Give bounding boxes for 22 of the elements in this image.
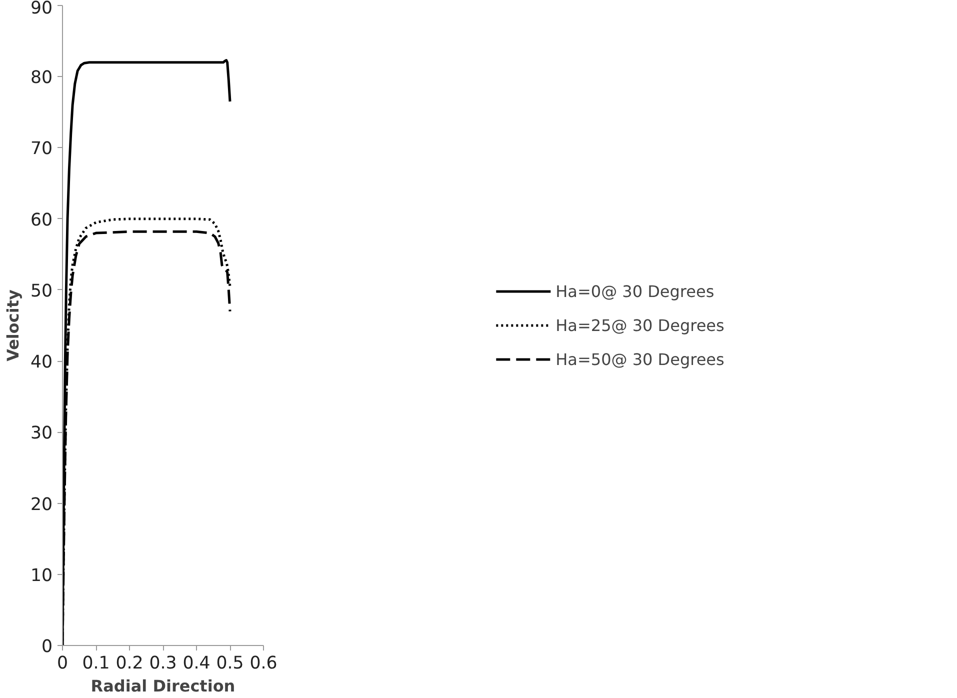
legend-label: Ha=25@ 30 Degrees [556, 316, 724, 334]
legend-label: Ha=50@ 30 Degrees [556, 350, 724, 368]
x-tick-label: 0.1 [82, 654, 110, 674]
y-tick-label: 60 [30, 210, 53, 230]
x-tick-label: 0.4 [182, 654, 210, 674]
x-tick-label: 0.6 [250, 654, 278, 674]
y-tick-label: 0 [41, 637, 53, 657]
y-tick-label: 30 [30, 424, 53, 444]
y-tick-label: 40 [30, 352, 53, 373]
y-tick-label: 90 [30, 0, 53, 18]
y-tick-label: 70 [30, 139, 53, 160]
x-axis-title: Radial Direction [90, 676, 236, 696]
x-tick-label: 0 [56, 654, 68, 674]
legend-label: Ha=0@ 30 Degrees [556, 282, 714, 300]
x-tick-label: 0.3 [149, 654, 177, 674]
y-tick-label: 10 [30, 566, 53, 586]
y-tick-label: 80 [30, 68, 53, 88]
y-tick-label: 20 [30, 494, 53, 515]
y-tick-label: 50 [30, 281, 53, 302]
y-axis-title: Velocity [3, 288, 22, 362]
x-tick-label: 0.5 [216, 654, 244, 674]
x-tick-label: 0.2 [116, 654, 144, 674]
